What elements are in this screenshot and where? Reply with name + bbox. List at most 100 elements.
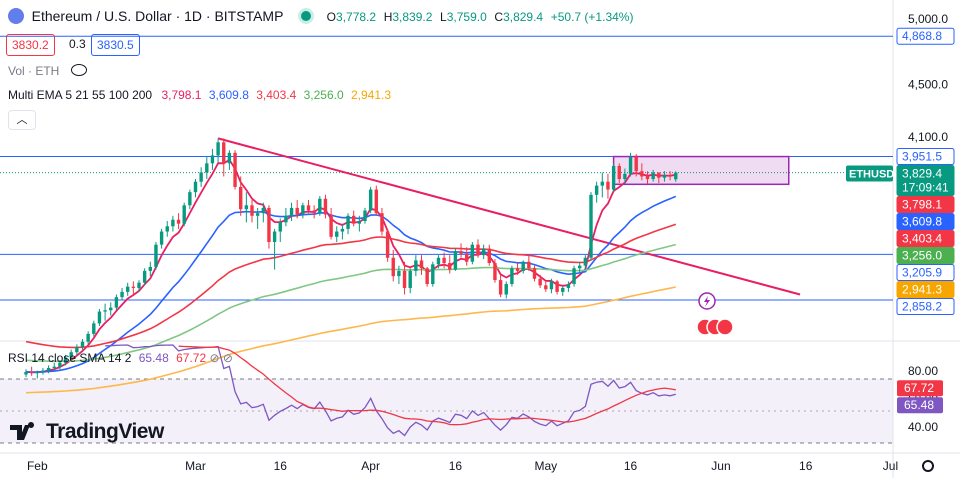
price-tag[interactable] — [896, 196, 955, 214]
candle-body[interactable] — [114, 297, 119, 308]
candle-body[interactable] — [431, 264, 435, 285]
trendline[interactable] — [217, 137, 801, 296]
candle-body[interactable] — [86, 333, 90, 342]
price-tag[interactable] — [896, 247, 955, 265]
candle-body[interactable] — [385, 231, 390, 258]
candle-body[interactable] — [408, 270, 412, 288]
candle-body[interactable] — [645, 176, 650, 180]
market-status-icon[interactable] — [301, 11, 312, 21]
candle-body[interactable] — [222, 142, 226, 164]
candle-body[interactable] — [397, 270, 401, 277]
candle-body[interactable] — [346, 215, 350, 229]
candle-body[interactable] — [210, 155, 215, 164]
candle-body[interactable] — [46, 367, 51, 371]
candle-body[interactable] — [476, 244, 480, 256]
candle-body[interactable] — [600, 181, 604, 186]
symbol-tag[interactable] — [846, 165, 893, 182]
candle-body[interactable] — [442, 257, 446, 264]
candle-body[interactable] — [137, 282, 141, 288]
candle-body[interactable] — [80, 341, 85, 347]
candle-body[interactable] — [662, 175, 667, 178]
candle-body[interactable] — [103, 310, 107, 312]
candle-body[interactable] — [651, 172, 655, 180]
candle-body[interactable] — [425, 268, 429, 285]
candle-body[interactable] — [611, 165, 616, 190]
ema-label[interactable]: Multi EMA 5 21 55 100 200 — [8, 88, 153, 102]
candle-body[interactable] — [402, 270, 407, 288]
candle-body[interactable] — [335, 231, 339, 237]
symbol-title[interactable]: Ethereum / U.S. Dollar · 1D · BITSTAMP — [31, 8, 284, 24]
eye-slash-icon[interactable] — [70, 64, 87, 76]
candle-body[interactable] — [357, 221, 362, 224]
candle-body[interactable] — [538, 278, 542, 286]
candle-body[interactable] — [606, 181, 610, 190]
candle-body[interactable] — [572, 268, 576, 285]
candle-body[interactable] — [515, 268, 520, 271]
price-tag[interactable] — [896, 230, 955, 248]
rsi-tag[interactable] — [897, 380, 943, 397]
candle-body[interactable] — [58, 362, 62, 367]
volume-legend[interactable]: Vol · ETH — [8, 64, 87, 78]
candle-body[interactable] — [97, 311, 102, 324]
price-tag[interactable] — [896, 148, 955, 166]
candle-body[interactable] — [52, 366, 56, 368]
candles-layer[interactable] — [24, 138, 678, 379]
time-axis[interactable]: Feb Mar 16 Apr 16 May 16 Jun 16 Jul — [27, 459, 898, 473]
candle-body[interactable] — [171, 219, 175, 227]
candle-body[interactable] — [205, 163, 209, 173]
candle-body[interactable] — [657, 172, 661, 178]
candle-body[interactable] — [634, 156, 638, 172]
candle-body[interactable] — [131, 286, 136, 288]
candle-body[interactable] — [532, 268, 537, 279]
candle-body[interactable] — [233, 152, 237, 187]
price-tag[interactable] — [896, 213, 955, 231]
candle-body[interactable] — [182, 205, 186, 224]
candle-body[interactable] — [142, 270, 147, 283]
candle-body[interactable] — [188, 192, 192, 206]
candle-body[interactable] — [199, 172, 203, 182]
candle-body[interactable] — [391, 257, 395, 277]
candle-body[interactable] — [352, 215, 356, 224]
candle-body[interactable] — [674, 172, 678, 180]
candle-body[interactable] — [510, 268, 514, 285]
candle-body[interactable] — [465, 253, 469, 262]
gear-icon[interactable] — [922, 460, 934, 472]
candle-body[interactable] — [35, 371, 39, 374]
candle-body[interactable] — [323, 198, 328, 215]
candle-body[interactable] — [668, 175, 672, 177]
rsi-legend[interactable]: RSI 14 close SMA 14 2 65.48 67.72 ⊘ ⊘ — [8, 351, 233, 365]
candle-body[interactable] — [555, 281, 559, 292]
symbol-legend[interactable]: Ethereum / U.S. Dollar · 1D · BITSTAMP O… — [8, 8, 633, 24]
candle-body[interactable] — [414, 260, 418, 271]
price-tag[interactable] — [896, 264, 955, 282]
candle-body[interactable] — [267, 207, 271, 243]
rsi-label[interactable]: RSI 14 close SMA 14 2 — [8, 351, 132, 365]
candle-body[interactable] — [41, 370, 45, 372]
buy-button[interactable]: 3830.5 — [91, 34, 140, 56]
price-tag[interactable] — [896, 281, 955, 299]
candle-body[interactable] — [470, 244, 475, 262]
candle-body[interactable] — [29, 371, 34, 374]
price-tag[interactable] — [896, 27, 955, 45]
candle-body[interactable] — [368, 189, 373, 211]
candle-body[interactable] — [176, 219, 181, 224]
candle-body[interactable] — [193, 181, 198, 193]
candle-body[interactable] — [239, 186, 243, 210]
candle-body[interactable] — [69, 352, 73, 358]
candle-body[interactable] — [628, 156, 633, 174]
candle-body[interactable] — [295, 207, 299, 215]
candle-body[interactable] — [566, 284, 571, 288]
ema-legend[interactable]: Multi EMA 5 21 55 100 200 3,798.1 3,609.… — [8, 88, 391, 102]
candle-body[interactable] — [329, 214, 333, 237]
candle-body[interactable] — [92, 323, 96, 334]
range-rectangle[interactable] — [612, 155, 790, 186]
candle-body[interactable] — [306, 205, 311, 211]
candle-body[interactable] — [216, 142, 220, 156]
price-axis[interactable]: 5,000.04,500.04,100.03,000.04,868.83,951… — [846, 12, 955, 434]
candle-body[interactable] — [617, 165, 621, 180]
candle-body[interactable] — [363, 210, 367, 222]
price-tag[interactable] — [896, 165, 955, 197]
candle-body[interactable] — [250, 205, 254, 216]
candle-body[interactable] — [120, 291, 124, 298]
candle-body[interactable] — [227, 152, 232, 164]
